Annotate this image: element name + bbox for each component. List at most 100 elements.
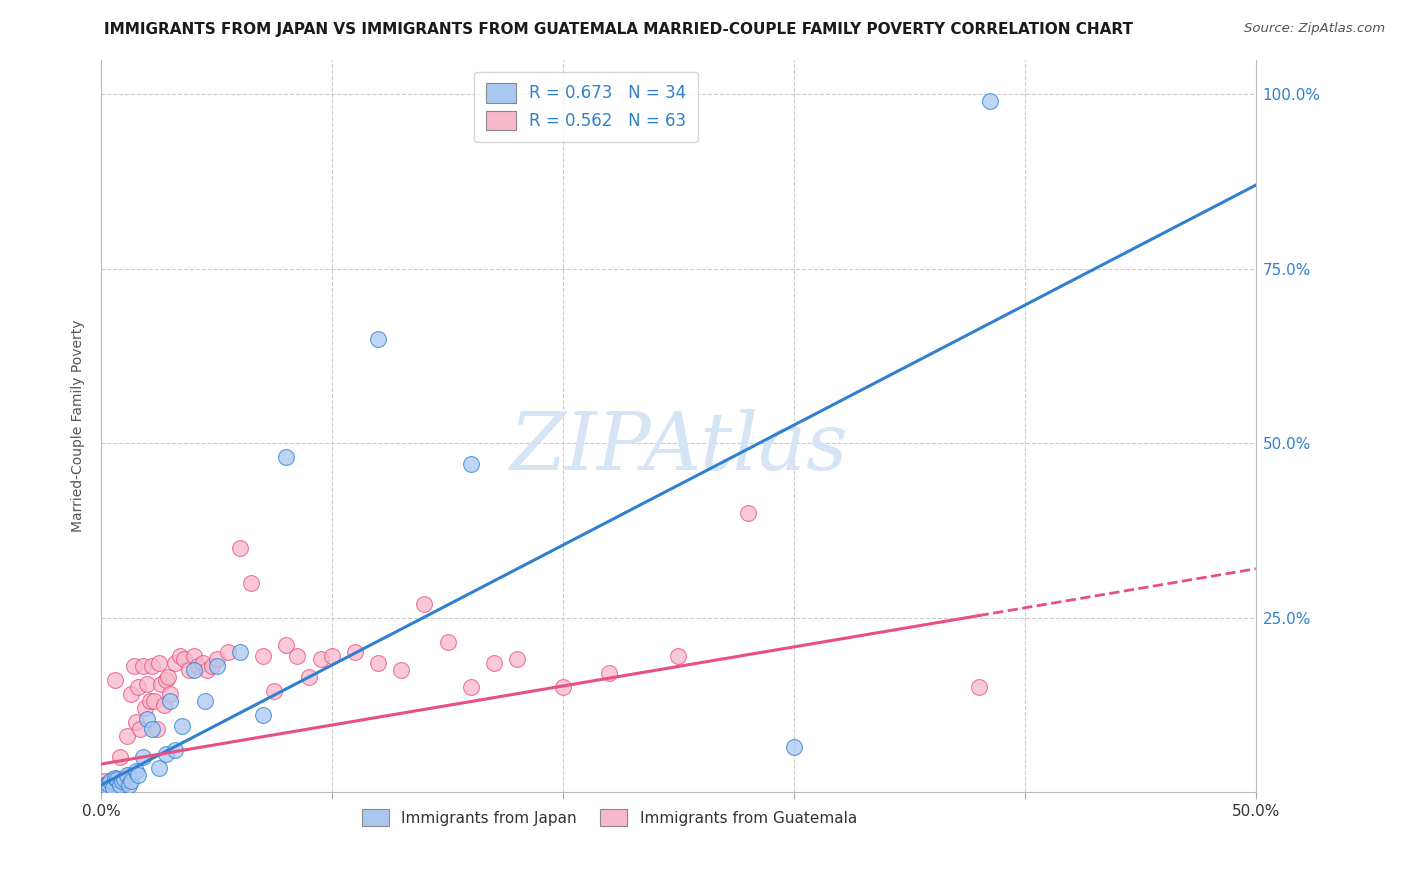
Point bbox=[205, 659, 228, 673]
Point bbox=[157, 670, 180, 684]
Point bbox=[138, 694, 160, 708]
Point bbox=[100, 774, 122, 789]
Point bbox=[125, 764, 148, 778]
Point bbox=[413, 597, 436, 611]
Point bbox=[93, 774, 115, 789]
Point bbox=[252, 648, 274, 663]
Point bbox=[155, 747, 177, 761]
Legend: Immigrants from Japan, Immigrants from Guatemala: Immigrants from Japan, Immigrants from G… bbox=[353, 799, 866, 836]
Point bbox=[134, 701, 156, 715]
Y-axis label: Married-Couple Family Poverty: Married-Couple Family Poverty bbox=[72, 319, 86, 532]
Point bbox=[967, 681, 990, 695]
Point bbox=[152, 698, 174, 712]
Point bbox=[170, 719, 193, 733]
Point bbox=[93, 778, 115, 792]
Point bbox=[367, 332, 389, 346]
Point bbox=[169, 648, 191, 663]
Point bbox=[155, 673, 177, 688]
Point bbox=[120, 687, 142, 701]
Point bbox=[136, 677, 159, 691]
Point bbox=[111, 774, 134, 789]
Point bbox=[125, 715, 148, 730]
Point bbox=[287, 648, 309, 663]
Point bbox=[94, 780, 117, 794]
Point bbox=[737, 506, 759, 520]
Point bbox=[177, 663, 200, 677]
Point bbox=[112, 772, 135, 787]
Point bbox=[111, 778, 134, 792]
Point bbox=[506, 652, 529, 666]
Point bbox=[97, 781, 120, 796]
Point bbox=[108, 750, 131, 764]
Point bbox=[141, 722, 163, 736]
Point bbox=[165, 656, 187, 670]
Point bbox=[136, 712, 159, 726]
Point bbox=[229, 645, 252, 659]
Point bbox=[598, 666, 620, 681]
Point bbox=[159, 687, 181, 701]
Point bbox=[127, 767, 149, 781]
Point bbox=[120, 774, 142, 789]
Point bbox=[145, 722, 167, 736]
Point bbox=[240, 575, 263, 590]
Point bbox=[389, 663, 412, 677]
Point bbox=[217, 645, 239, 659]
Point bbox=[97, 776, 120, 790]
Point bbox=[344, 645, 367, 659]
Point bbox=[205, 652, 228, 666]
Point bbox=[112, 776, 135, 790]
Point bbox=[141, 659, 163, 673]
Point bbox=[132, 750, 155, 764]
Point bbox=[252, 708, 274, 723]
Point bbox=[118, 778, 141, 792]
Point bbox=[115, 767, 138, 781]
Point bbox=[229, 541, 252, 555]
Point bbox=[105, 772, 128, 787]
Point bbox=[127, 681, 149, 695]
Point bbox=[159, 694, 181, 708]
Point bbox=[263, 683, 285, 698]
Point bbox=[298, 670, 321, 684]
Point bbox=[101, 781, 124, 796]
Point bbox=[460, 457, 482, 471]
Point bbox=[460, 681, 482, 695]
Point bbox=[150, 677, 173, 691]
Point bbox=[197, 663, 219, 677]
Point bbox=[115, 729, 138, 743]
Point bbox=[551, 681, 574, 695]
Point bbox=[183, 663, 205, 677]
Point bbox=[129, 722, 152, 736]
Point bbox=[101, 772, 124, 787]
Point bbox=[191, 656, 214, 670]
Point bbox=[194, 694, 217, 708]
Point bbox=[183, 648, 205, 663]
Point bbox=[668, 648, 690, 663]
Point bbox=[132, 659, 155, 673]
Point bbox=[118, 767, 141, 781]
Point bbox=[367, 656, 389, 670]
Point bbox=[148, 656, 170, 670]
Point bbox=[105, 772, 128, 787]
Point bbox=[274, 639, 297, 653]
Point bbox=[104, 771, 127, 785]
Point bbox=[100, 781, 122, 796]
Point bbox=[436, 635, 458, 649]
Point bbox=[309, 652, 332, 666]
Point bbox=[143, 694, 166, 708]
Point bbox=[979, 95, 1001, 109]
Point bbox=[148, 760, 170, 774]
Point bbox=[482, 656, 505, 670]
Text: ZIPAtlas: ZIPAtlas bbox=[509, 409, 848, 486]
Point bbox=[94, 780, 117, 794]
Point bbox=[783, 739, 806, 754]
Point bbox=[97, 776, 120, 790]
Point bbox=[108, 778, 131, 792]
Text: IMMIGRANTS FROM JAPAN VS IMMIGRANTS FROM GUATEMALA MARRIED-COUPLE FAMILY POVERTY: IMMIGRANTS FROM JAPAN VS IMMIGRANTS FROM… bbox=[104, 22, 1133, 37]
Point bbox=[201, 659, 224, 673]
Point bbox=[104, 673, 127, 688]
Point bbox=[274, 450, 297, 465]
Point bbox=[165, 743, 187, 757]
Point bbox=[122, 659, 145, 673]
Point bbox=[321, 648, 343, 663]
Point bbox=[187, 659, 209, 673]
